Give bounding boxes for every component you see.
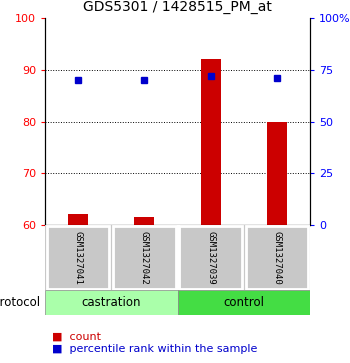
Bar xyxy=(246,226,308,289)
Bar xyxy=(180,226,242,289)
Bar xyxy=(68,213,88,225)
Text: GSM1327042: GSM1327042 xyxy=(140,231,149,284)
Text: GSM1327040: GSM1327040 xyxy=(272,231,281,284)
Text: GSM1327039: GSM1327039 xyxy=(206,231,215,284)
Bar xyxy=(201,60,220,225)
Text: control: control xyxy=(223,296,264,309)
Title: GDS5301 / 1428515_PM_at: GDS5301 / 1428515_PM_at xyxy=(83,0,272,14)
Bar xyxy=(47,226,109,289)
Text: GSM1327041: GSM1327041 xyxy=(74,231,83,284)
Bar xyxy=(134,217,154,225)
Bar xyxy=(177,290,310,315)
Text: protocol: protocol xyxy=(0,296,42,309)
Bar xyxy=(113,226,175,289)
Bar xyxy=(267,122,287,225)
Bar xyxy=(45,290,177,315)
Text: ■  count: ■ count xyxy=(52,331,101,341)
Text: ■  percentile rank within the sample: ■ percentile rank within the sample xyxy=(52,344,257,354)
Text: castration: castration xyxy=(82,296,141,309)
